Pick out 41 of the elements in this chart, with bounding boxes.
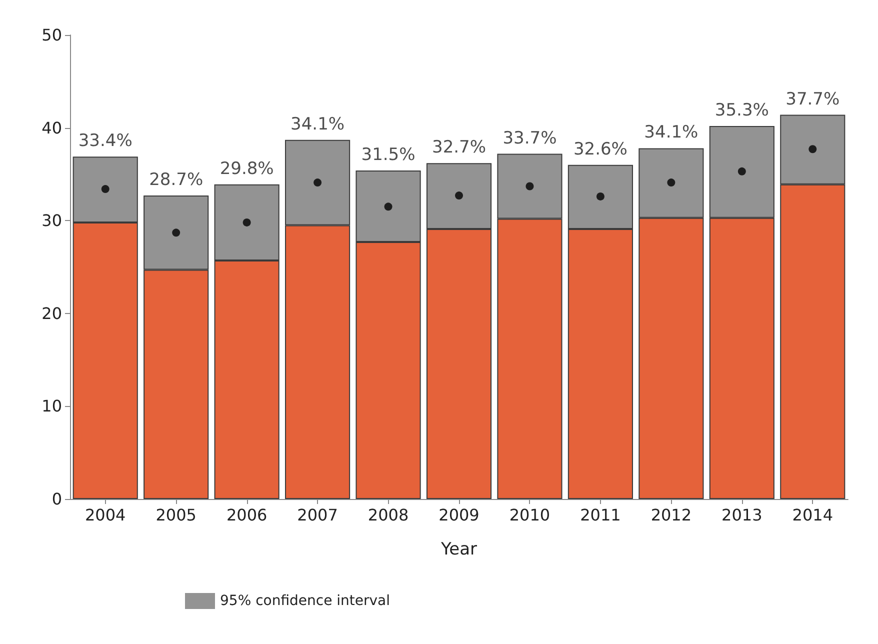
y-tick-label: 30: [42, 211, 62, 230]
y-tick-label: 10: [42, 396, 62, 416]
x-tick-label: 2014: [792, 506, 833, 524]
data-label: 35.3%: [714, 100, 769, 120]
y-tick-label: 50: [42, 26, 62, 44]
data-label: 33.4%: [78, 131, 132, 152]
data-label: 33.7%: [502, 128, 557, 148]
point: [596, 192, 604, 200]
data-label: 32.7%: [432, 138, 486, 158]
y-tick-label: 0: [52, 490, 62, 508]
legend-label: 95% confidence interval: [220, 593, 390, 609]
point: [667, 178, 676, 187]
data-label: 28.7%: [149, 170, 204, 190]
point: [526, 182, 534, 190]
data-label: 29.8%: [220, 158, 274, 179]
x-tick-label: 2008: [368, 506, 409, 524]
point: [455, 192, 463, 200]
x-tick-label: 2010: [509, 506, 550, 524]
x-tick-label: 2012: [650, 506, 692, 524]
data-label: 34.1%: [644, 122, 698, 143]
point: [384, 202, 392, 211]
point: [101, 185, 110, 194]
x-axis-title: Year: [440, 540, 478, 560]
point: [314, 178, 322, 187]
data-label: 32.6%: [573, 139, 628, 160]
data-label: 34.1%: [290, 114, 345, 134]
y-tick-label: 20: [42, 304, 62, 323]
y-tick-label: 40: [42, 118, 62, 138]
point: [172, 228, 180, 237]
x-tick-label: 2006: [226, 506, 268, 524]
x-tick-label: 2011: [580, 506, 621, 524]
point: [242, 218, 251, 226]
data-label: 37.7%: [786, 89, 840, 110]
x-tick-label: 2009: [438, 506, 480, 524]
point: [738, 167, 746, 176]
x-tick-label: 2005: [156, 506, 196, 524]
point: [808, 145, 817, 154]
x-tick-label: 2004: [85, 506, 126, 524]
data-label: 31.5%: [361, 144, 416, 165]
x-tick-label: 2013: [722, 506, 762, 524]
x-tick-label: 2007: [297, 506, 338, 524]
